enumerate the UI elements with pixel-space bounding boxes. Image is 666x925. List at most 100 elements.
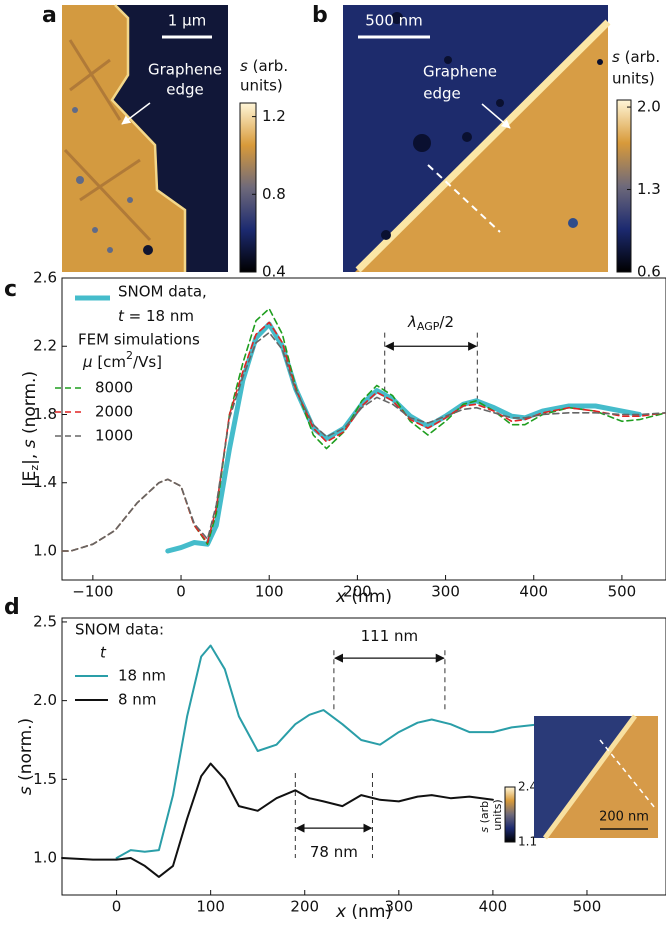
x-tick-label: 400 bbox=[479, 898, 508, 916]
x-tick-label: 200 bbox=[343, 583, 372, 601]
legend-label: 8 nm bbox=[118, 691, 156, 709]
colorbar-tick-label: 1.3 bbox=[637, 180, 661, 198]
colorbar-tick-label: 0.6 bbox=[637, 263, 661, 281]
y-axis-label-part: (norm.) bbox=[16, 718, 36, 787]
y-axis-label-part: |, bbox=[20, 448, 40, 465]
x-tick-label: 400 bbox=[519, 583, 548, 601]
y-tick-label: 1.4 bbox=[33, 473, 57, 491]
afm-image-a bbox=[62, 4, 257, 273]
scale-bar-label: 200 nm bbox=[599, 810, 649, 825]
annotation: edge bbox=[423, 85, 461, 103]
legend-title: SNOM data: bbox=[75, 621, 164, 639]
legend-title-part: /Vs] bbox=[133, 353, 162, 371]
annotation-label-part: /2 bbox=[439, 313, 454, 331]
panel-label: b bbox=[312, 3, 328, 28]
y-axis-label-part: z bbox=[28, 465, 41, 471]
legend-label: 1000 bbox=[95, 427, 133, 445]
legend-label-part: = 18 nm bbox=[124, 307, 194, 325]
plot-frame bbox=[61, 277, 666, 581]
y-axis-label-part: |E bbox=[20, 471, 40, 487]
afm-image-b bbox=[343, 5, 632, 273]
y-axis-label-part: s bbox=[16, 786, 36, 795]
x-tick-label: 0 bbox=[112, 898, 122, 916]
colorbar-label: units) bbox=[240, 77, 283, 95]
legend-label: t = 18 nm bbox=[118, 307, 194, 325]
y-tick-label: 1.5 bbox=[33, 770, 57, 788]
colorbar-tick-label: 1.1 bbox=[518, 835, 537, 849]
scale-bar-label: 500 nm bbox=[365, 12, 423, 30]
y-tick-label: 2.5 bbox=[33, 612, 57, 630]
colorbar bbox=[504, 786, 516, 843]
annotation: edge bbox=[166, 81, 204, 99]
y-tick-label: 1.0 bbox=[33, 541, 57, 559]
colorbar-label: units) bbox=[491, 799, 504, 830]
annotation: Graphene bbox=[148, 61, 222, 79]
y-axis-label: |Ez|, s (norm.) bbox=[20, 371, 41, 487]
y-axis-label-part: (norm.) bbox=[20, 371, 40, 440]
panel-label: a bbox=[42, 3, 57, 28]
annotation-label: λAGP/2 bbox=[407, 313, 454, 334]
legend-label: SNOM data, bbox=[118, 283, 207, 301]
legend-title: t bbox=[100, 644, 107, 662]
colorbar-label-part: (arb. bbox=[478, 797, 491, 827]
y-tick-label: 1.8 bbox=[33, 405, 57, 423]
annotation-label-part: 111 nm bbox=[361, 627, 419, 645]
legend-label: 18 nm bbox=[118, 667, 166, 685]
x-tick-label: 300 bbox=[384, 898, 413, 916]
x-tick-label: 100 bbox=[196, 898, 225, 916]
x-tick-label: 100 bbox=[255, 583, 284, 601]
y-axis-label-part: s bbox=[20, 439, 40, 448]
colorbar-label-part: s bbox=[478, 827, 491, 833]
panel-label: c bbox=[4, 277, 17, 302]
annotation-label-part: 78 nm bbox=[310, 843, 358, 861]
scale-bar-label: 1 μm bbox=[168, 12, 206, 30]
x-tick-label: 0 bbox=[176, 583, 186, 601]
series-line bbox=[165, 321, 642, 554]
x-axis-label: x (nm) bbox=[335, 587, 392, 607]
y-tick-label: 2.6 bbox=[33, 269, 57, 287]
colorbar-tick-label: 2.0 bbox=[637, 98, 661, 116]
inset-graphene bbox=[545, 716, 658, 838]
panel-label: d bbox=[4, 595, 20, 620]
x-axis-label-part: x bbox=[335, 587, 347, 607]
legend-title-part: [cm bbox=[93, 353, 126, 371]
colorbar-tick-label: 0.4 bbox=[262, 263, 286, 281]
inset-edge bbox=[542, 714, 638, 840]
legend-label: 2000 bbox=[95, 403, 133, 421]
x-tick-label: −100 bbox=[72, 583, 113, 601]
legend-title: FEM simulations bbox=[78, 331, 200, 349]
legend-title: μ [cm2/Vs] bbox=[82, 349, 162, 371]
colorbar-label-part: (arb. bbox=[620, 48, 660, 66]
y-tick-label: 2.2 bbox=[33, 337, 57, 355]
x-axis-label-part: x bbox=[335, 902, 347, 922]
series-line bbox=[61, 762, 494, 878]
x-tick-label: 500 bbox=[573, 898, 602, 916]
y-tick-label: 2.0 bbox=[33, 691, 57, 709]
x-tick-label: 500 bbox=[608, 583, 637, 601]
colorbar-label-part: s bbox=[612, 48, 620, 66]
x-tick-label: 200 bbox=[290, 898, 319, 916]
y-tick-label: 1.0 bbox=[33, 849, 57, 867]
colorbar-label: s (arb. bbox=[478, 797, 491, 832]
colorbar-label: s (arb. bbox=[240, 57, 288, 75]
annotation: Graphene bbox=[423, 63, 497, 81]
legend-label-part: t bbox=[118, 307, 125, 325]
annotation-label: 111 nm bbox=[361, 627, 419, 645]
annotation-label: 78 nm bbox=[310, 843, 358, 861]
y-axis-label: s (norm.) bbox=[16, 718, 36, 795]
annotation-label-part: AGP bbox=[417, 320, 440, 333]
colorbar-label-part: s bbox=[240, 57, 248, 75]
colorbar-tick-label: 1.2 bbox=[262, 107, 286, 125]
legend-title-part: μ bbox=[82, 353, 93, 371]
plot-frame bbox=[61, 617, 666, 896]
colorbar-tick-label: 0.8 bbox=[262, 185, 286, 203]
inset-image bbox=[504, 714, 658, 843]
inset-cut bbox=[599, 739, 656, 809]
series-line bbox=[61, 331, 666, 552]
colorbar-label: units) bbox=[612, 70, 655, 88]
x-axis-label-part: (nm) bbox=[346, 902, 392, 922]
annotation-label-part: λ bbox=[407, 313, 417, 331]
colorbar-label: s (arb. bbox=[612, 48, 660, 66]
colorbar-label-part: (arb. bbox=[248, 57, 288, 75]
